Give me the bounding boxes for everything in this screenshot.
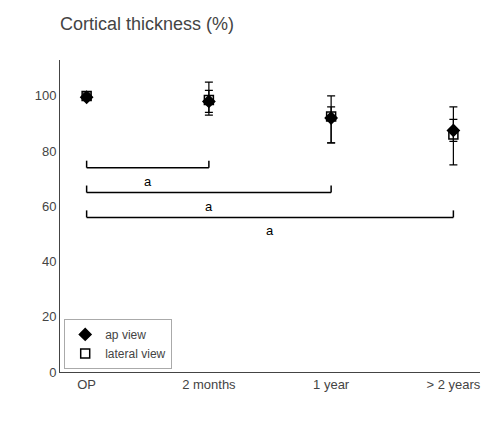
svg-text:2 months: 2 months bbox=[182, 377, 236, 392]
svg-text:a: a bbox=[266, 223, 274, 238]
svg-text:80: 80 bbox=[42, 144, 56, 159]
svg-text:a: a bbox=[144, 174, 152, 189]
svg-text:ap view: ap view bbox=[105, 328, 146, 342]
svg-text:Cortical thickness (%): Cortical thickness (%) bbox=[60, 14, 234, 34]
svg-text:1 year: 1 year bbox=[313, 377, 350, 392]
svg-text:0: 0 bbox=[49, 365, 56, 380]
svg-text:20: 20 bbox=[42, 309, 56, 324]
svg-text:a: a bbox=[205, 199, 213, 214]
svg-text:60: 60 bbox=[42, 199, 56, 214]
svg-text:40: 40 bbox=[42, 254, 56, 269]
svg-text:lateral view: lateral view bbox=[105, 347, 165, 361]
svg-text:> 2 years: > 2 years bbox=[426, 377, 480, 392]
svg-text:100: 100 bbox=[35, 88, 57, 103]
svg-text:OP: OP bbox=[77, 377, 96, 392]
